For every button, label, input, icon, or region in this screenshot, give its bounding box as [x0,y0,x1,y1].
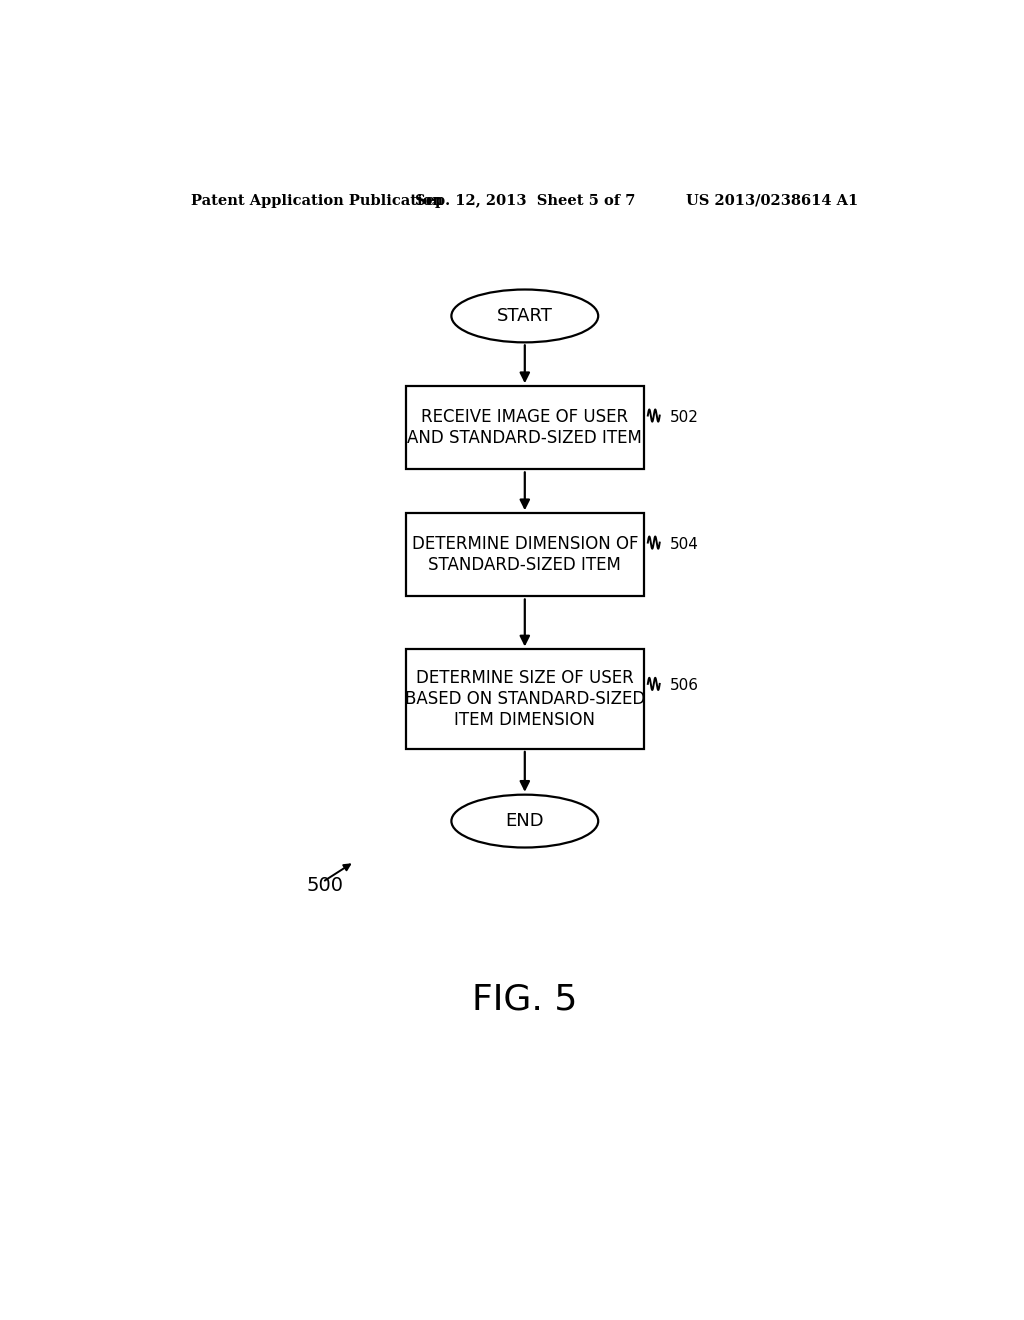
Text: RECEIVE IMAGE OF USER
AND STANDARD-SIZED ITEM: RECEIVE IMAGE OF USER AND STANDARD-SIZED… [408,408,642,447]
Text: Sep. 12, 2013  Sheet 5 of 7: Sep. 12, 2013 Sheet 5 of 7 [415,194,635,209]
Text: 500: 500 [306,875,344,895]
Text: 502: 502 [670,411,699,425]
Text: DETERMINE SIZE OF USER
BASED ON STANDARD-SIZED
ITEM DIMENSION: DETERMINE SIZE OF USER BASED ON STANDARD… [404,669,645,729]
Text: END: END [506,812,544,830]
Text: 506: 506 [670,678,699,693]
Text: FIG. 5: FIG. 5 [472,983,578,1016]
Text: Patent Application Publication: Patent Application Publication [191,194,443,209]
Text: START: START [497,308,553,325]
Text: DETERMINE DIMENSION OF
STANDARD-SIZED ITEM: DETERMINE DIMENSION OF STANDARD-SIZED IT… [412,536,638,574]
Text: US 2013/0238614 A1: US 2013/0238614 A1 [686,194,858,209]
Text: 504: 504 [670,537,699,552]
